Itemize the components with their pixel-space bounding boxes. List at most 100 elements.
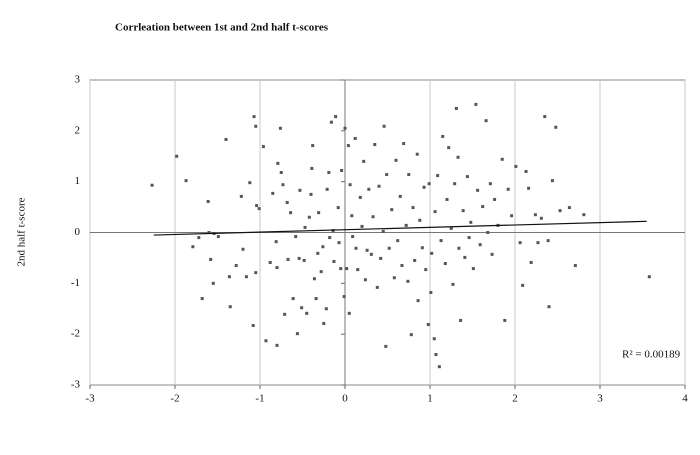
point <box>365 248 369 252</box>
point <box>474 102 478 106</box>
point <box>453 182 457 186</box>
point <box>351 235 355 239</box>
point <box>324 307 328 311</box>
point <box>254 271 258 275</box>
y-tick-label: -1 <box>71 277 80 289</box>
point <box>197 236 201 240</box>
x-tick-label: 2 <box>512 393 518 405</box>
point <box>310 166 314 170</box>
point <box>471 267 475 271</box>
point <box>375 285 379 289</box>
point <box>454 106 458 110</box>
point <box>279 171 283 175</box>
point <box>379 256 383 260</box>
point <box>329 120 333 124</box>
point <box>420 246 424 250</box>
point <box>567 206 571 210</box>
x-tick-label: -2 <box>170 393 179 405</box>
point <box>467 236 471 240</box>
point <box>406 279 410 283</box>
point <box>546 239 550 243</box>
point <box>400 264 404 268</box>
point <box>456 155 460 159</box>
point <box>490 252 494 256</box>
point <box>289 211 293 215</box>
point <box>339 267 343 271</box>
point <box>283 312 287 316</box>
point <box>506 187 510 191</box>
point <box>436 174 440 178</box>
point <box>322 321 326 325</box>
point <box>426 323 430 327</box>
point <box>486 231 490 234</box>
point <box>377 184 381 188</box>
point <box>457 246 461 250</box>
point <box>350 214 354 218</box>
y-tick-label: -2 <box>71 328 80 340</box>
point <box>422 185 426 189</box>
point <box>354 246 358 250</box>
point <box>206 199 210 203</box>
point <box>316 251 320 255</box>
point <box>281 183 285 187</box>
point <box>216 235 220 239</box>
point <box>381 229 385 233</box>
point <box>449 226 453 230</box>
point <box>409 333 413 337</box>
y-tick-label: -3 <box>71 379 81 391</box>
point <box>337 241 341 245</box>
point <box>443 262 447 266</box>
point <box>543 115 547 119</box>
point <box>347 311 351 315</box>
point <box>309 192 313 196</box>
point <box>295 332 299 336</box>
point <box>294 235 298 239</box>
point <box>539 216 543 220</box>
point <box>404 223 408 227</box>
point <box>353 136 357 140</box>
point <box>325 187 329 191</box>
point <box>461 209 465 213</box>
point <box>286 257 290 261</box>
point <box>478 243 482 247</box>
point <box>327 171 331 175</box>
point <box>234 264 238 268</box>
point <box>257 207 261 211</box>
point <box>510 214 514 218</box>
point <box>424 268 428 272</box>
point <box>298 188 302 192</box>
point <box>554 125 558 129</box>
point <box>334 115 338 119</box>
point <box>371 215 375 219</box>
point <box>227 275 231 279</box>
point <box>211 281 215 285</box>
point <box>413 258 417 262</box>
point <box>302 258 306 262</box>
point <box>362 159 366 163</box>
point <box>276 161 280 165</box>
point <box>207 231 211 234</box>
point <box>398 194 402 198</box>
point <box>312 277 316 281</box>
point <box>445 197 449 201</box>
trendline <box>153 220 647 236</box>
point <box>434 353 438 356</box>
point <box>392 276 396 280</box>
point <box>348 183 352 187</box>
point <box>307 215 311 219</box>
point <box>184 179 188 183</box>
point <box>209 257 213 261</box>
point <box>224 137 228 141</box>
point <box>319 270 323 274</box>
y-tick-label: 1 <box>75 175 81 187</box>
point <box>427 182 431 186</box>
point <box>332 259 336 263</box>
point <box>305 311 309 315</box>
point <box>518 241 522 245</box>
y-tick-label: 0 <box>75 226 81 238</box>
point <box>433 210 437 214</box>
point <box>387 246 391 250</box>
point <box>291 297 295 301</box>
point <box>150 183 154 187</box>
